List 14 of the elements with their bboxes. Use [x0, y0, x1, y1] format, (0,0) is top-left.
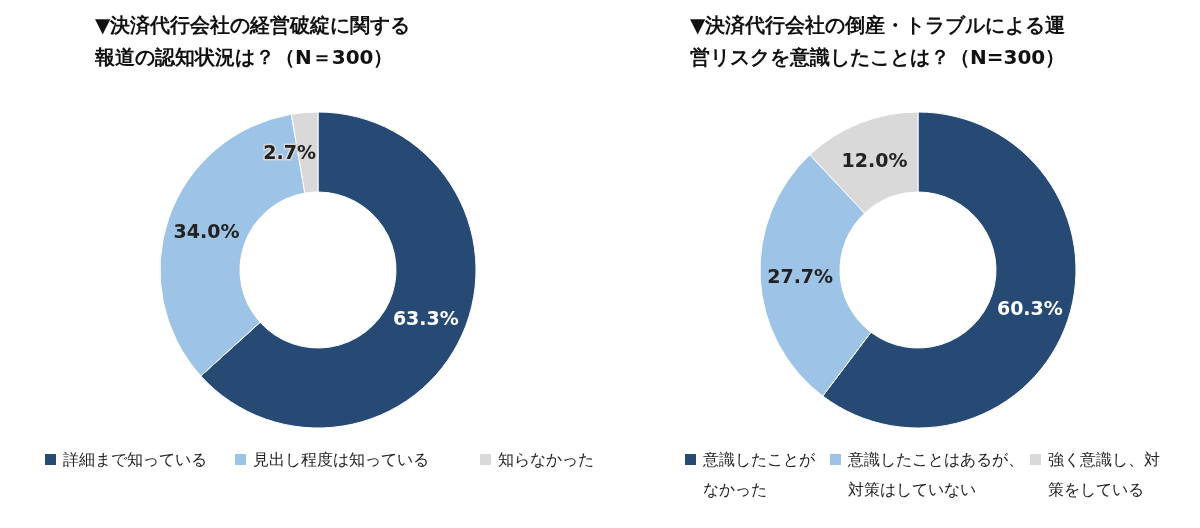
- chart-title: ▼決済代行会社の倒産・トラブルによる運営リスクを意識したことは？（N=300）: [690, 13, 1066, 69]
- legend-label: 意識したことがなかった: [702, 450, 816, 499]
- data-label: 2.7%: [263, 141, 316, 164]
- legend-label: 見出し程度は知っている: [253, 450, 429, 469]
- data-label: 60.3%: [996, 296, 1063, 319]
- chart-title: ▼決済代行会社の経営破綻に関する報道の認知状況は？（N＝300）: [94, 13, 411, 69]
- data-label: 12.0%: [841, 149, 908, 172]
- legend-label: 強く意識し、対策をしている: [1048, 450, 1160, 499]
- legend-label: 詳細まで知っている: [63, 450, 207, 469]
- data-label: 34.0%: [173, 220, 240, 243]
- data-label: 63.3%: [392, 306, 459, 329]
- legend-label: 知らなかった: [498, 450, 594, 469]
- data-label: 27.7%: [767, 265, 834, 288]
- legend-label: 意識したことはあるが、対策はしていない: [847, 450, 1024, 499]
